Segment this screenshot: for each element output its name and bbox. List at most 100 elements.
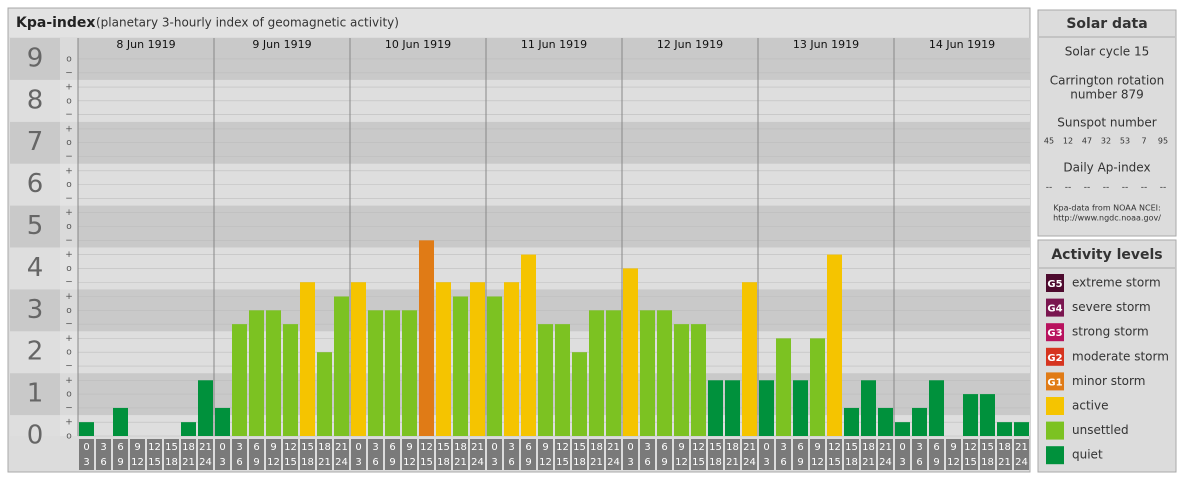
x-tick-label: 9 [134, 442, 140, 453]
bar [759, 380, 774, 436]
bar [742, 282, 757, 436]
minor-tick-label: − [65, 236, 73, 246]
x-tick-label: 18 [981, 457, 994, 468]
x-tick-label: 0 [83, 442, 89, 453]
x-tick-label: 0 [491, 442, 497, 453]
bar [861, 380, 876, 436]
minor-tick-label: − [65, 362, 73, 372]
sunspot-value: 53 [1120, 137, 1130, 146]
x-tick-label: 24 [607, 457, 620, 468]
x-label-box [776, 439, 791, 470]
x-label-box [453, 439, 468, 470]
x-tick-label: 3 [916, 442, 922, 453]
x-label-box [368, 439, 383, 470]
level-swatch [1046, 347, 1064, 366]
x-tick-label: 21 [335, 442, 348, 453]
x-tick-label: 9 [253, 457, 259, 468]
solar-cycle: Solar cycle 15 [1065, 45, 1150, 59]
y-tick-label: 0 [27, 421, 44, 451]
x-label-box [470, 439, 485, 470]
x-label-box [708, 439, 723, 470]
x-tick-label: 12 [947, 457, 960, 468]
x-tick-label: 6 [644, 457, 650, 468]
x-tick-label: 15 [981, 442, 994, 453]
x-label-box [351, 439, 366, 470]
x-tick-label: 0 [355, 442, 361, 453]
x-label-box [521, 439, 536, 470]
x-label-box [572, 439, 587, 470]
x-tick-label: 9 [950, 442, 956, 453]
minor-tick-label: o [66, 390, 72, 400]
x-tick-label: 15 [573, 442, 586, 453]
bar [470, 282, 485, 436]
x-tick-label: 21 [743, 442, 756, 453]
x-tick-label: 15 [828, 457, 841, 468]
x-tick-label: 12 [675, 457, 688, 468]
ap-value: -- [1160, 183, 1167, 193]
minor-tick-label: + [65, 83, 73, 93]
chart-title: Kpa-index [16, 15, 95, 31]
x-label-box [878, 439, 893, 470]
x-tick-label: 9 [797, 457, 803, 468]
solar-panel [1037, 9, 1177, 237]
minor-tick-label: o [66, 264, 72, 274]
level-swatch [1046, 274, 1064, 292]
x-tick-label: 9 [933, 457, 939, 468]
bar [827, 254, 842, 436]
level-badge: G5 [1047, 279, 1062, 290]
x-tick-label: 12 [828, 442, 841, 453]
bar [283, 324, 298, 436]
x-label-box [249, 439, 264, 470]
x-tick-label: 6 [389, 442, 395, 453]
minor-tick-label: o [66, 222, 72, 232]
x-tick-label: 3 [236, 442, 242, 453]
minor-tick-label: + [65, 418, 73, 428]
x-tick-label: 9 [270, 442, 276, 453]
y-tick-label: 2 [27, 337, 44, 367]
x-label-box [895, 439, 910, 470]
x-tick-label: 24 [199, 457, 212, 468]
ap-value: -- [1141, 183, 1148, 193]
x-tick-label: 6 [372, 457, 378, 468]
x-tick-label: 15 [692, 457, 705, 468]
x-tick-label: 6 [117, 442, 123, 453]
x-tick-label: 9 [678, 442, 684, 453]
ap-value: -- [1046, 183, 1053, 193]
bar [674, 324, 689, 436]
level-swatch [1046, 446, 1064, 465]
bar [317, 352, 332, 436]
x-tick-label: 6 [661, 442, 667, 453]
carrington: number 879 [1070, 88, 1144, 102]
x-tick-label: 24 [335, 457, 348, 468]
x-tick-label: 3 [219, 457, 225, 468]
x-tick-label: 15 [301, 442, 314, 453]
x-tick-label: 3 [83, 457, 89, 468]
x-label-box [334, 439, 349, 470]
minor-tick-label: o [66, 138, 72, 148]
day-label: 9 Jun 1919 [252, 38, 311, 51]
minor-tick-label: − [65, 68, 73, 78]
x-tick-label: 18 [165, 457, 178, 468]
x-label-box [487, 439, 502, 470]
y-tick-label: 7 [27, 127, 44, 157]
x-tick-label: 9 [406, 442, 412, 453]
x-tick-label: 18 [726, 442, 739, 453]
x-label-box [912, 439, 927, 470]
bar [963, 394, 978, 436]
x-tick-label: 3 [508, 442, 514, 453]
x-tick-label: 18 [454, 442, 467, 453]
bar [640, 310, 655, 436]
bar [1014, 422, 1029, 436]
x-tick-label: 12 [420, 442, 433, 453]
bar [929, 380, 944, 436]
x-label-box [589, 439, 604, 470]
x-tick-label: 3 [763, 457, 769, 468]
level-badge: G1 [1047, 377, 1062, 388]
x-tick-label: 6 [508, 457, 514, 468]
ap-value: -- [1103, 183, 1110, 193]
x-tick-label: 3 [491, 457, 497, 468]
x-tick-label: 9 [661, 457, 667, 468]
level-name: active [1072, 399, 1108, 413]
bar [385, 310, 400, 436]
bar [606, 310, 621, 436]
